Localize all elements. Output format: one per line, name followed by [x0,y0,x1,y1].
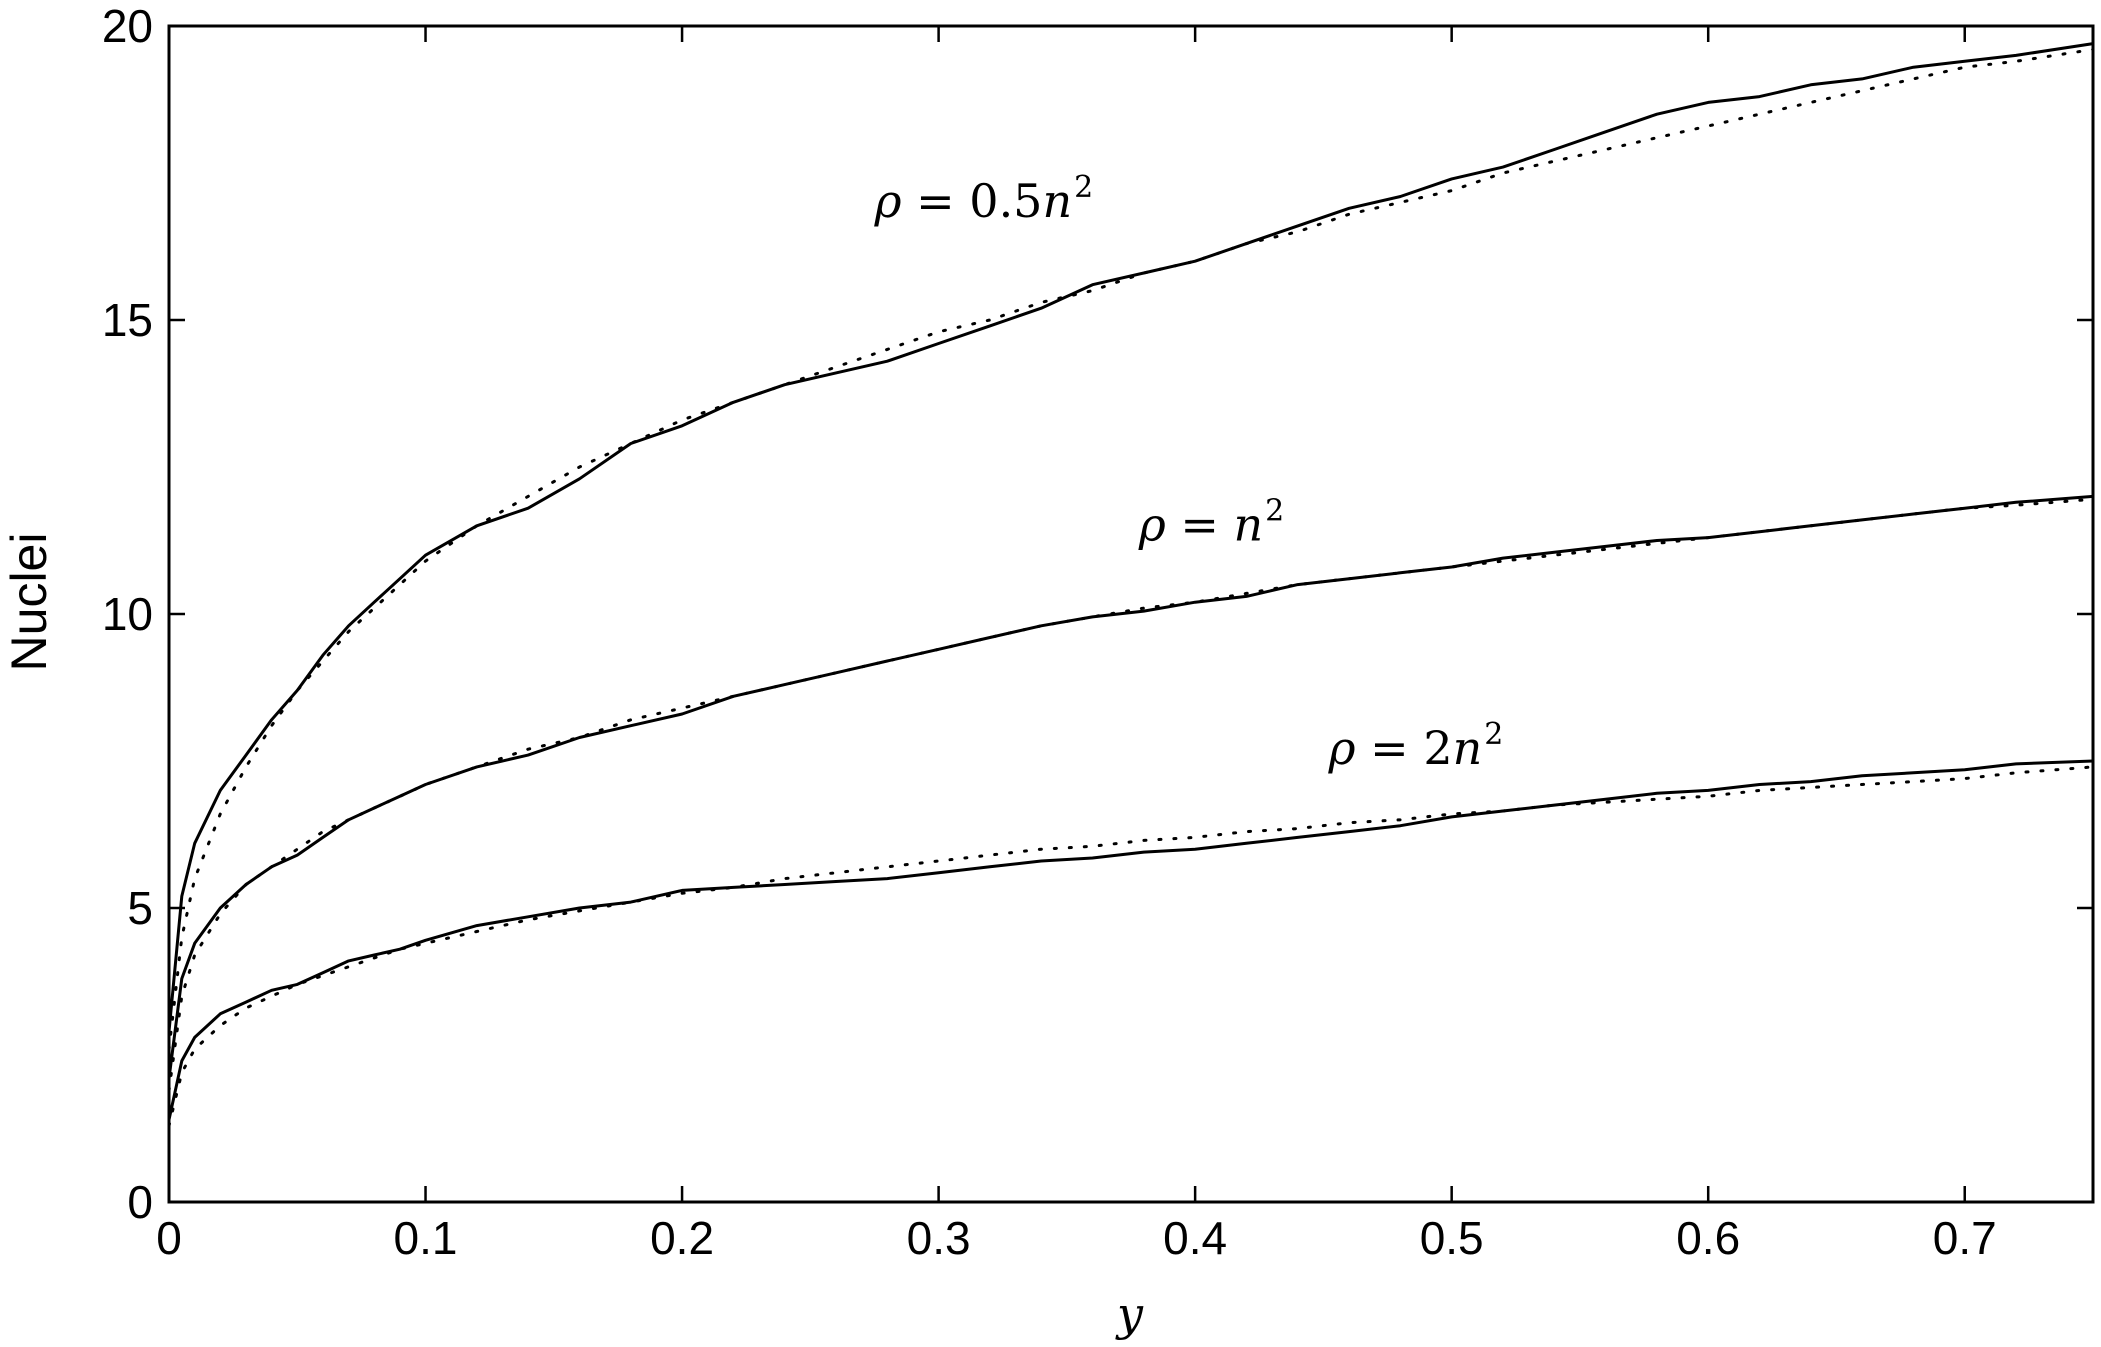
annotation-equals: = [902,174,970,228]
x-axis-label: y [1115,1287,1144,1341]
curve-annotation: ρ = n2 [1138,494,1285,552]
annotation-rho: ρ [1328,721,1356,775]
annotation-rho: ρ [873,174,901,228]
y-tick-label: 5 [127,882,153,934]
y-tick-label: 0 [127,1176,153,1228]
x-tick-label: 0.5 [1420,1212,1484,1264]
x-tick-label: 0.1 [394,1212,458,1264]
solid-series-line [167,42,2094,1032]
annotation-exponent: 2 [1265,494,1284,529]
y-tick-label: 10 [102,588,153,640]
y-axis-label: Nuclei [1,533,57,672]
annotation-coefficient: 0.5 [969,174,1042,228]
curve-annotation: ρ = 0.5n2 [873,170,1093,228]
x-tick-label: 0.3 [907,1212,971,1264]
series-layer [167,42,2095,1128]
x-tick-label: 0.2 [650,1212,714,1264]
annotation-rho: ρ [1138,498,1166,552]
y-tick-label: 15 [102,294,153,346]
dotted-series-line [167,765,2095,1128]
dotted-series-line [167,48,2095,1051]
solid-series-line [167,759,2094,1121]
x-tick-label: 0.4 [1163,1212,1227,1264]
annotation-variable: n [1234,498,1264,552]
y-tick-label: 20 [102,0,153,52]
annotation-exponent: 2 [1484,717,1503,752]
annotation-equals: = [1356,721,1424,775]
x-tick-label: 0.7 [1933,1212,1997,1264]
annotation-exponent: 2 [1074,170,1093,205]
annotation-variable: n [1042,174,1072,228]
annotation-variable: n [1453,721,1483,775]
x-tick-label: 0 [156,1212,182,1264]
ticks-layer: 0 0.1 0.2 0.3 0.4 0.5 0.6 0.7 0 5 10 15 20 [102,0,2093,1264]
annotation-coefficient: 2 [1423,721,1452,775]
dotted-series-line [167,497,2095,1092]
annotation-equals: = [1166,498,1234,552]
x-tick-label: 0.6 [1676,1212,1740,1264]
curve-annotation: ρ = 2n2 [1328,717,1504,775]
